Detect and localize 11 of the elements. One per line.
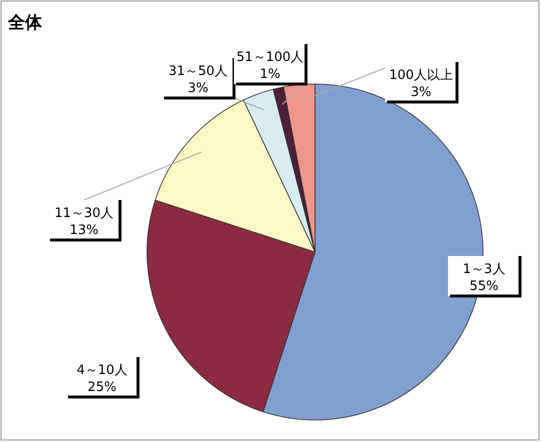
slice-label: 4～10人 — [76, 363, 128, 378]
slice-label: 100人以上 — [389, 68, 453, 83]
slice-label: 11～30人 — [54, 206, 114, 221]
chart-title: 全体 — [7, 13, 43, 33]
slice-label: 31～50人 — [168, 64, 228, 79]
slice-label: 1～3人 — [462, 262, 506, 277]
data-label: 13% — [70, 223, 98, 238]
data-label: 55% — [470, 279, 498, 294]
data-label: 25% — [88, 380, 116, 395]
data-label: 3% — [410, 85, 432, 100]
data-label: 3% — [188, 81, 208, 96]
